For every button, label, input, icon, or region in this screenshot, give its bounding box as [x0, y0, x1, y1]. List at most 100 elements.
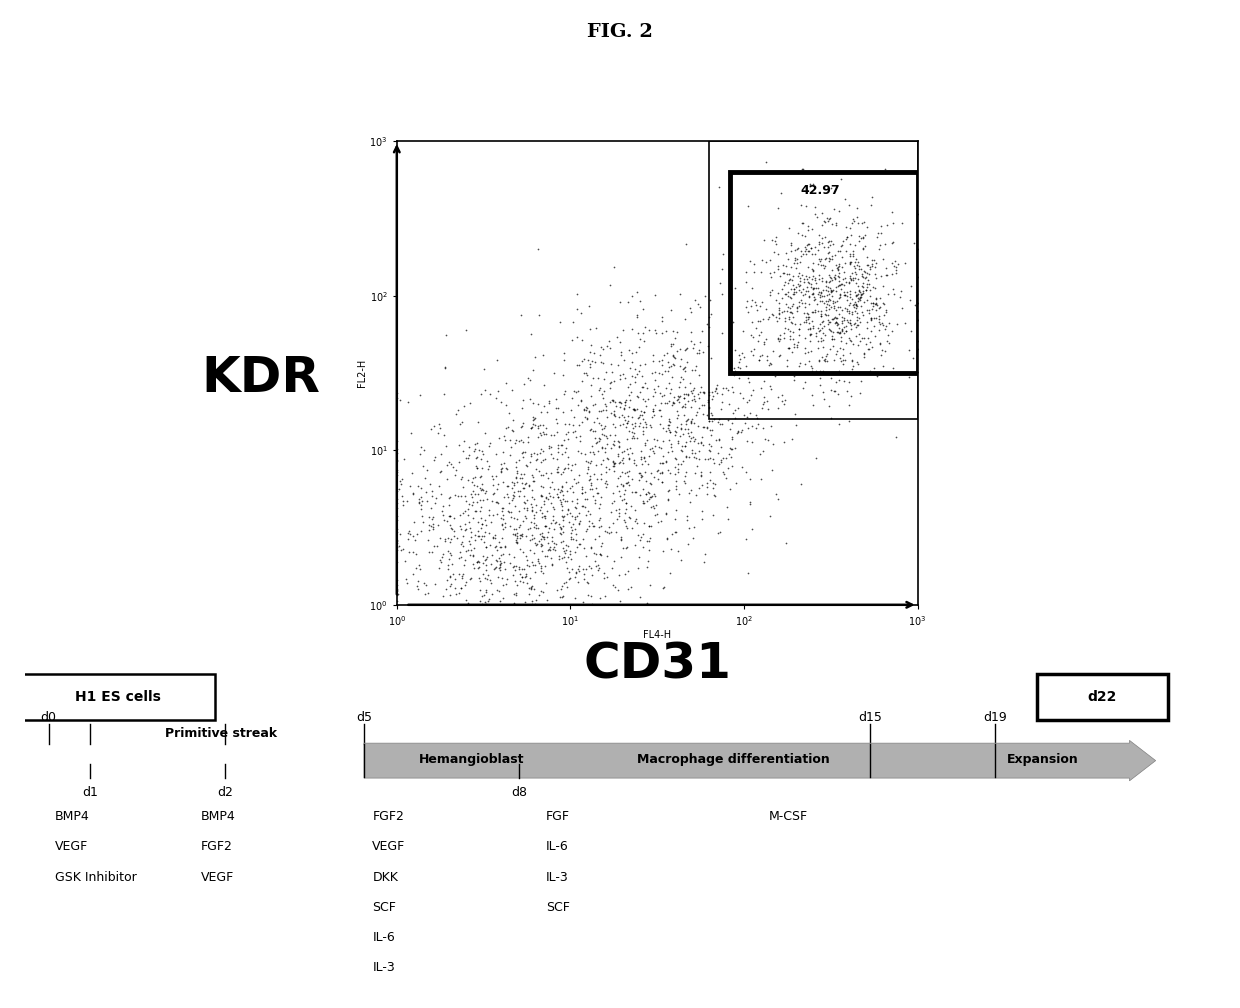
Point [495, 519, 515, 535]
Point [542, 529, 562, 545]
Point [565, 590, 585, 606]
Point [864, 309, 884, 326]
Point [563, 597, 583, 613]
Point [620, 343, 640, 359]
Point [494, 597, 513, 613]
Point [861, 311, 880, 328]
Point [513, 480, 533, 496]
Point [507, 463, 527, 479]
Point [477, 549, 497, 565]
Point [644, 445, 663, 461]
Point [541, 539, 560, 555]
Text: KDR: KDR [201, 354, 320, 402]
Point [502, 480, 522, 496]
Point [455, 578, 475, 594]
Point [691, 434, 711, 451]
Point [556, 440, 575, 457]
Point [624, 429, 644, 446]
Point [630, 293, 650, 309]
Point [682, 424, 702, 440]
Point [820, 342, 839, 358]
Point [622, 409, 642, 425]
Point [503, 423, 523, 439]
Point [650, 416, 670, 432]
Point [595, 523, 615, 539]
Point [875, 236, 895, 252]
Point [515, 569, 534, 585]
Point [587, 433, 606, 450]
Point [470, 597, 490, 613]
Point [892, 282, 911, 298]
Point [830, 320, 849, 336]
Point [789, 276, 808, 292]
Point [567, 285, 587, 301]
Point [624, 424, 644, 440]
Point [862, 257, 882, 273]
Point [594, 341, 614, 357]
Point [531, 467, 551, 483]
Point [601, 439, 621, 456]
Point [749, 352, 769, 368]
Point [387, 594, 407, 610]
Point [848, 305, 868, 322]
Point [832, 302, 852, 319]
Point [802, 261, 822, 277]
Point [503, 490, 523, 506]
Point [804, 280, 823, 296]
Point [882, 255, 901, 271]
Point [644, 354, 663, 370]
Point [776, 535, 796, 551]
Point [387, 464, 407, 480]
Point [506, 597, 526, 613]
Point [534, 398, 554, 414]
Point [812, 349, 832, 365]
Point [456, 593, 476, 609]
Point [568, 561, 588, 578]
Point [609, 448, 629, 464]
Point [698, 400, 718, 416]
Point [387, 532, 407, 548]
Point [787, 299, 807, 316]
Point [812, 206, 832, 222]
Point [551, 482, 570, 498]
Point [676, 386, 696, 402]
Point [553, 403, 573, 419]
Point [553, 491, 573, 507]
Point [450, 580, 470, 596]
Point [722, 449, 742, 465]
Point [469, 597, 489, 613]
Point [722, 414, 742, 430]
Point [604, 463, 624, 479]
Point [613, 478, 632, 494]
Point [844, 260, 864, 276]
Point [403, 597, 423, 613]
Point [470, 470, 490, 486]
Point [675, 386, 694, 402]
Point [599, 333, 619, 349]
Point [460, 542, 480, 558]
Point [849, 291, 869, 307]
Point [791, 476, 811, 492]
Point [387, 535, 407, 551]
Point [629, 548, 649, 564]
Point [800, 269, 820, 285]
Point [542, 495, 562, 511]
Point [396, 552, 415, 569]
Point [531, 427, 551, 444]
Point [538, 470, 558, 486]
Point [854, 263, 874, 279]
Point [853, 266, 873, 282]
Point [681, 324, 701, 340]
Point [862, 339, 882, 355]
Point [525, 491, 544, 507]
Point [534, 510, 554, 526]
Point [494, 590, 513, 606]
Point [632, 457, 652, 473]
Point [590, 431, 610, 448]
Point [477, 597, 497, 613]
Point [864, 280, 884, 296]
Point [873, 358, 893, 374]
Point [694, 419, 714, 435]
Point [901, 323, 921, 339]
Point [579, 513, 599, 529]
